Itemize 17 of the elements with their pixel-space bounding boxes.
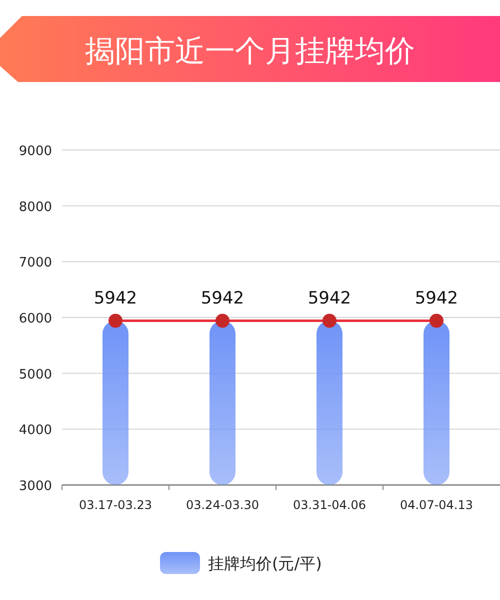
y-tick-label: 7000 (18, 256, 52, 271)
data-label: 5942 (200, 288, 244, 309)
chart-title: 揭阳市近一个月挂牌均价 (85, 34, 415, 69)
x-tick-label: 03.17-03.23 (78, 498, 152, 512)
y-tick-label: 3000 (18, 479, 52, 494)
legend-label: 挂牌均价(元/平) (208, 554, 322, 573)
data-label: 5942 (414, 288, 458, 309)
x-tick-label: 03.24-03.30 (186, 498, 260, 512)
x-tick-label: 03.31-04.06 (292, 498, 366, 512)
data-label: 5942 (308, 288, 352, 309)
y-tick-label: 5000 (18, 367, 52, 382)
y-tick-label: 9000 (18, 144, 52, 159)
y-tick-label: 8000 (18, 200, 52, 215)
y-tick-label: 6000 (18, 312, 52, 326)
x-tick-label: 04.07-04.13 (400, 498, 474, 512)
y-tick-label: 4000 (18, 423, 52, 438)
data-label: 5942 (94, 288, 138, 309)
